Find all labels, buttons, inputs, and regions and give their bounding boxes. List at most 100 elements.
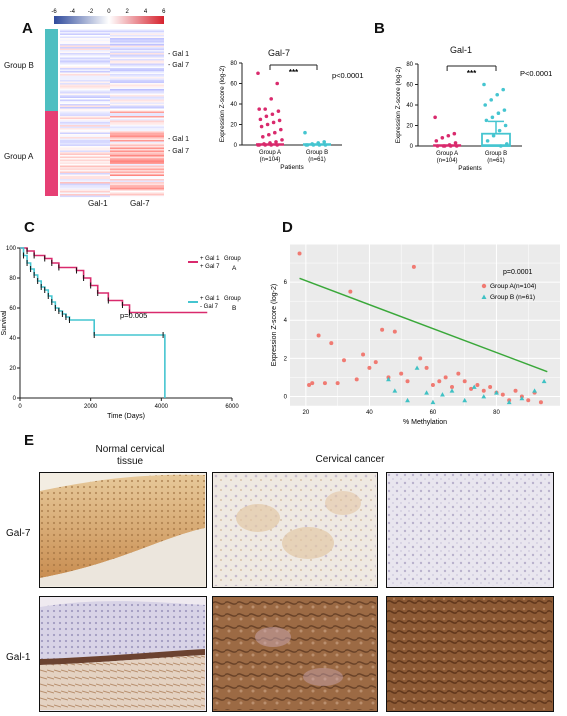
legend-a-gal1: - Gal 1 xyxy=(168,136,190,143)
heatmap-cell xyxy=(60,105,110,108)
p-value: p=0.0001 xyxy=(503,269,532,276)
x-tick-label: 4000 xyxy=(155,404,169,410)
x-axis-label: Patients xyxy=(458,165,482,172)
legend-letter: A xyxy=(232,265,237,272)
row-label-gal7: Gal-7 xyxy=(6,528,31,539)
heatmap-cell xyxy=(60,162,110,165)
heatmap-cell xyxy=(60,50,110,52)
heatmap-cell xyxy=(60,41,110,43)
heatmap-cell xyxy=(110,174,164,177)
row-label-gal1: Gal-1 xyxy=(6,652,31,663)
data-point-group-a xyxy=(513,388,518,393)
heatmap-cell xyxy=(60,65,110,67)
heatmap-cell xyxy=(110,68,164,70)
heatmap-cell xyxy=(60,168,110,171)
heatmap-cell xyxy=(110,117,164,120)
heatmap-cell xyxy=(60,153,110,156)
y-tick-label: 60 xyxy=(406,83,413,89)
group-label: Group B xyxy=(485,151,507,157)
data-point-group-b xyxy=(449,388,455,393)
heatmap-cell xyxy=(110,126,164,129)
heatmap-cell xyxy=(110,146,164,148)
heatmap-cell xyxy=(60,83,110,85)
heatmap-cell xyxy=(110,186,164,189)
heatmap-cell xyxy=(110,114,164,117)
normal-tissue-title: Normal cervical tissue xyxy=(95,444,165,467)
heatmap-cell xyxy=(110,137,164,139)
y-tick-label: 4 xyxy=(284,318,288,324)
heatmap-cell xyxy=(60,135,110,138)
y-tick-label: 20 xyxy=(9,366,16,372)
heatmap-cell xyxy=(60,123,110,126)
heatmap-cell xyxy=(110,155,164,157)
heatmap-cell xyxy=(110,164,164,166)
heatmap-cell xyxy=(110,140,164,142)
heatmap-cell xyxy=(110,144,164,147)
y-axis-label: Expression Z-score (log-2) xyxy=(271,284,278,366)
heatmap-cell xyxy=(110,194,164,196)
legend-swatch-a xyxy=(481,283,487,289)
scale-tick-label: -2 xyxy=(88,9,94,15)
legend-group: Group xyxy=(224,256,241,262)
heatmap-cell xyxy=(60,84,110,87)
heatmap-cell xyxy=(110,167,164,169)
data-point-group-b xyxy=(386,376,391,382)
heatmap-cell xyxy=(60,54,110,57)
data-point-group-b xyxy=(414,365,420,370)
data-point-group-b xyxy=(506,399,512,405)
x-tick-label: 6000 xyxy=(225,404,239,410)
heatmap-cell xyxy=(110,113,164,115)
heatmap-cell xyxy=(110,128,164,130)
heatmap-cell xyxy=(60,180,110,183)
heatmap-cell xyxy=(60,99,110,102)
group-label: Group A xyxy=(436,151,458,157)
heatmap-cell xyxy=(60,29,110,31)
x-tick-label: 80 xyxy=(493,410,500,416)
data-point-group-a xyxy=(316,333,321,338)
data-point-group-a xyxy=(430,383,435,388)
data-point xyxy=(322,140,326,144)
heatmap-cell xyxy=(60,191,110,193)
group-b-bar xyxy=(45,29,58,111)
scale-tick-label: 4 xyxy=(144,9,148,15)
heatmap-cell xyxy=(110,122,164,124)
data-point-group-a xyxy=(450,384,454,389)
heatmap-cell xyxy=(60,159,110,162)
heatmap-cell xyxy=(60,98,110,100)
y-tick-label: 0 xyxy=(234,143,238,149)
heatmap-cell xyxy=(60,39,110,42)
heatmap-cell xyxy=(110,188,164,190)
heatmap-cell xyxy=(60,111,110,114)
scale-tick-label: -6 xyxy=(51,9,57,15)
data-point-group-b xyxy=(462,397,468,403)
heatmap-cell xyxy=(110,35,164,37)
heatmap-cell xyxy=(60,140,110,142)
data-point-group-a xyxy=(405,379,410,384)
heatmap-cell xyxy=(110,143,164,145)
heatmap-cell xyxy=(60,129,110,132)
heatmap-cell xyxy=(110,162,164,165)
heatmap-cell xyxy=(110,177,164,180)
heatmap-cell xyxy=(60,134,110,136)
heatmap-cell xyxy=(110,189,164,192)
legend-swatch-b xyxy=(481,294,487,299)
heatmap-cell xyxy=(60,132,110,135)
heatmap-cell xyxy=(110,141,164,144)
y-tick-label: 0 xyxy=(13,396,17,402)
heatmap-cell xyxy=(60,51,110,54)
heatmap-cell xyxy=(60,114,110,117)
heatmap-cell xyxy=(60,75,110,78)
heatmap-cell xyxy=(60,53,110,55)
heatmap-cell xyxy=(60,185,110,187)
heatmap-cell xyxy=(110,138,164,141)
data-point-group-b xyxy=(440,392,445,397)
data-point xyxy=(277,118,282,123)
y-tick-label: 6 xyxy=(284,280,288,286)
data-point-group-a xyxy=(307,383,312,388)
heatmap-cell xyxy=(60,101,110,103)
heatmap: -6 -4 -2 0 2 4 6 xyxy=(45,9,166,198)
scale-tick-label: 0 xyxy=(107,9,111,15)
heatmap-cell xyxy=(60,71,110,73)
data-point-group-a xyxy=(310,381,315,386)
ihc-gal7-normal xyxy=(39,472,207,588)
